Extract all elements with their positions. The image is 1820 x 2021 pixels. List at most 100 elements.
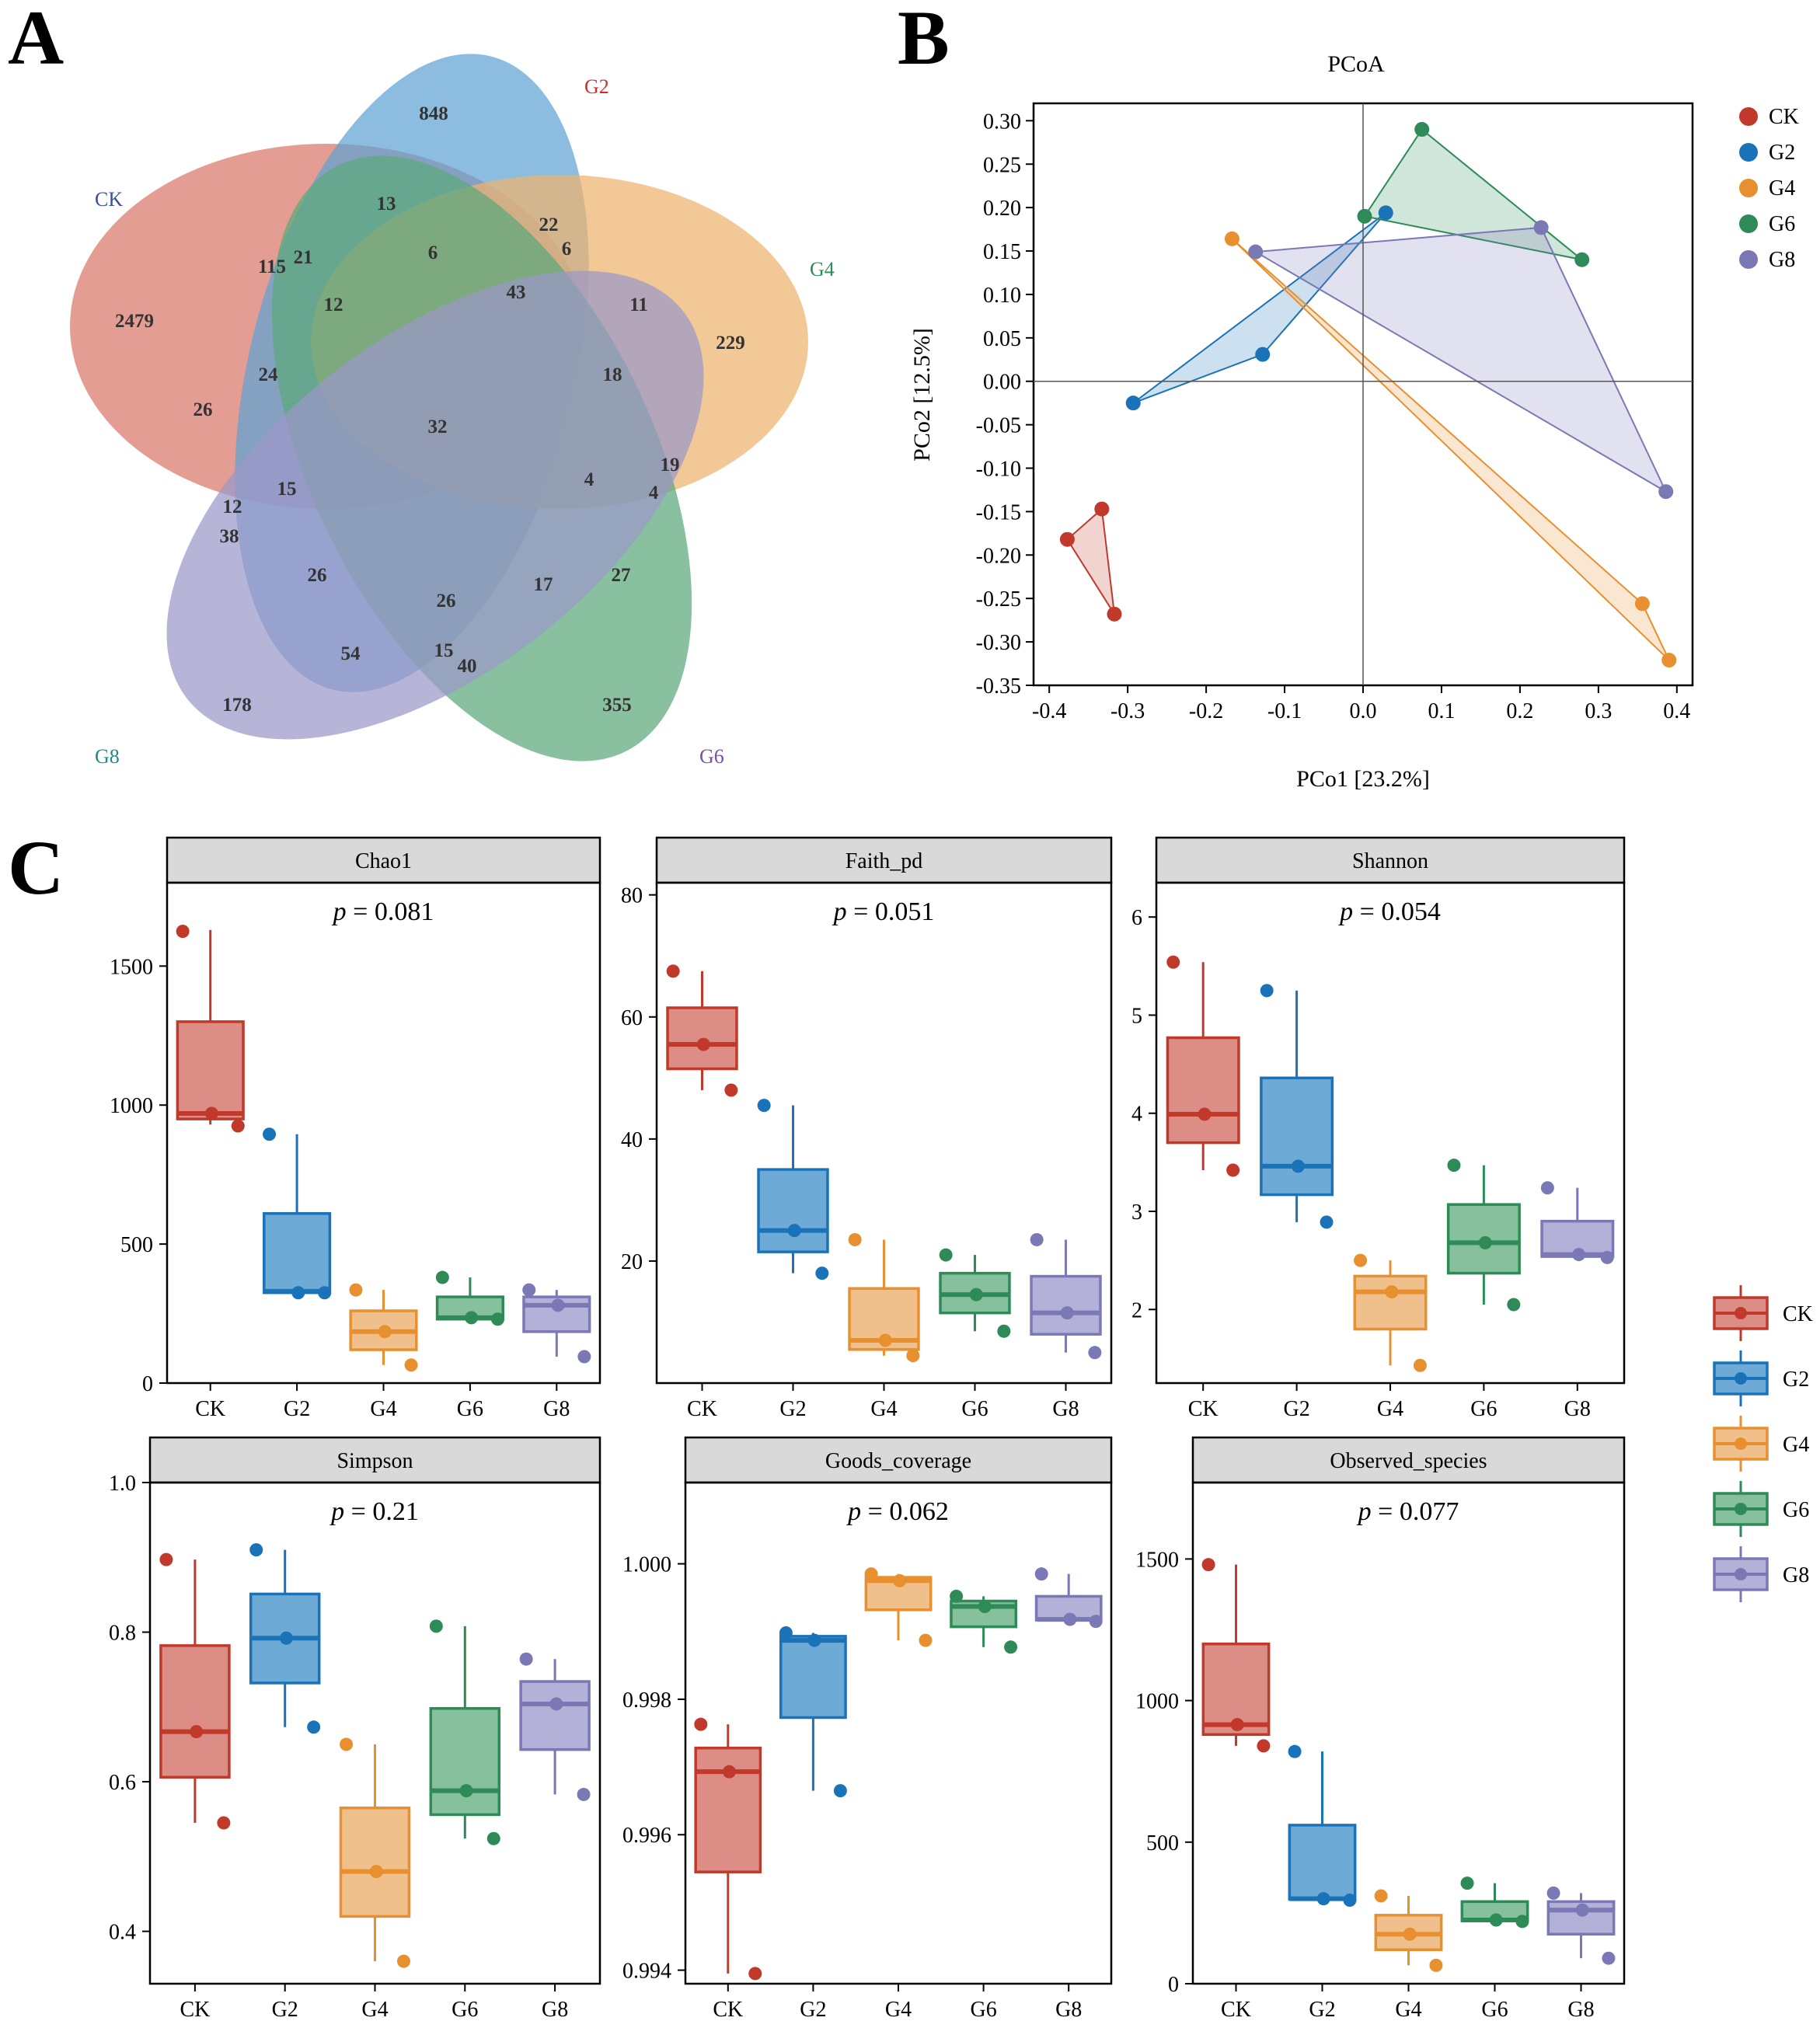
facet-p-value: p = 0.21 xyxy=(329,1497,419,1526)
pcoa-point-ck xyxy=(1107,606,1122,622)
facet-xtick-label: G2 xyxy=(800,1998,826,2021)
legend-key-point-g6 xyxy=(1735,1503,1747,1515)
facet-p-value: p = 0.062 xyxy=(846,1497,949,1526)
box-point xyxy=(1226,1163,1240,1177)
pcoa-ytick-label: 0.25 xyxy=(983,153,1021,177)
facet-frame xyxy=(684,1481,1113,1985)
venn-set-label-ck: CK xyxy=(95,188,123,211)
facet-xtick-label: CK xyxy=(180,1998,210,2021)
facet-p-value: p = 0.081 xyxy=(332,897,434,926)
pcoa-ytick-label: -0.25 xyxy=(976,587,1021,612)
panel-label-b: B xyxy=(898,0,950,81)
venn-count-G2-only: 848 xyxy=(419,103,448,124)
box-point xyxy=(848,1232,862,1246)
pcoa-legend-marker-g4 xyxy=(1739,179,1758,197)
box-point xyxy=(519,1652,533,1666)
facet-simpson: Simpson p = 0.21 0.4 0.6 0.8 1.0 CK G2 G4 G6 G8 xyxy=(109,1436,601,2021)
legend-label-g4: G4 xyxy=(1783,1433,1809,1457)
facet-xtick-label: G6 xyxy=(1481,1998,1508,2021)
facet-xtick-label: CK xyxy=(195,1397,225,1421)
pcoa-hull-g8 xyxy=(1253,226,1668,494)
facet-xtick-label: G6 xyxy=(970,1998,996,2021)
facet-xtick-label: G4 xyxy=(1395,1998,1421,2021)
facet-strip xyxy=(1155,836,1626,884)
box-point xyxy=(864,1567,878,1581)
box-point xyxy=(349,1283,363,1297)
venn-count-G8-only: 178 xyxy=(222,695,252,716)
venn-count-r15a: 15 xyxy=(277,479,297,500)
box-point xyxy=(1460,1876,1474,1890)
facet-xtick-label: G4 xyxy=(885,1998,912,2021)
box-point xyxy=(1034,1567,1048,1581)
box-point xyxy=(369,1865,383,1879)
venn-count-r43: 43 xyxy=(507,282,526,303)
box-point xyxy=(217,1816,231,1830)
box-point xyxy=(1060,1306,1074,1320)
box-point xyxy=(969,1288,983,1301)
box-point xyxy=(1089,1615,1103,1629)
box-point xyxy=(1288,1744,1302,1758)
venn-set-label-g4: G4 xyxy=(810,258,835,281)
venn-set-label-g8: G8 xyxy=(95,745,120,768)
pcoa-hull-g2 xyxy=(1132,212,1387,404)
facet-xtick-label: G6 xyxy=(457,1397,483,1421)
pcoa-ytick-label: 0.30 xyxy=(983,110,1021,134)
box-g4 xyxy=(339,1807,411,1918)
box-g6 xyxy=(429,1706,501,1817)
pcoa-ytick-label: -0.30 xyxy=(976,631,1021,655)
facet-xtick-label: G2 xyxy=(779,1397,806,1421)
venn-count-r24: 24 xyxy=(259,364,279,385)
pcoa-xtick-label: 0.0 xyxy=(1350,699,1377,723)
pcoa-hull-g6 xyxy=(1363,128,1583,261)
facet-xtick-label: G8 xyxy=(542,1998,568,2021)
box-point xyxy=(1230,1718,1244,1732)
venn-count-r15b: 15 xyxy=(434,640,454,661)
box-point xyxy=(1257,1739,1271,1753)
venn-count-r6b: 6 xyxy=(428,242,438,263)
box-point xyxy=(939,1248,953,1262)
box-g2 xyxy=(1288,1824,1357,1901)
box-point xyxy=(779,1626,793,1639)
box-point xyxy=(1201,1558,1215,1572)
box-point xyxy=(522,1283,536,1297)
box-point xyxy=(1030,1232,1044,1246)
box-point xyxy=(1600,1250,1614,1264)
box-point xyxy=(1507,1298,1521,1312)
facet-xtick-label: G6 xyxy=(961,1397,988,1421)
facet-ytick-label: 500 xyxy=(1146,1831,1179,1855)
pcoa-point-g4 xyxy=(1634,596,1650,612)
facet-faith_pd: Faith_pdp = 0.051 20 40 60 80 CK G2 G4 G6 G8 xyxy=(621,836,1113,1421)
facet-xtick-label: G6 xyxy=(1470,1397,1497,1421)
box-point xyxy=(307,1720,321,1734)
venn-set-label-g2: G2 xyxy=(584,75,609,98)
box-point xyxy=(1575,1903,1589,1917)
box-point xyxy=(919,1633,933,1647)
venn-set-label-g6: G6 xyxy=(699,745,724,768)
box-point xyxy=(291,1286,305,1300)
box-point xyxy=(666,964,680,978)
box-point xyxy=(1602,1951,1616,1965)
facet-strip xyxy=(655,836,1113,884)
box-point xyxy=(1004,1640,1018,1654)
panel-label-a: A xyxy=(8,0,64,81)
venn-count-r18: 18 xyxy=(603,364,622,385)
box-point xyxy=(1489,1913,1503,1927)
box-point xyxy=(486,1831,500,1845)
facet-ytick-label: 500 xyxy=(120,1233,153,1257)
facet-strip-label: Simpson xyxy=(336,1449,413,1473)
box-g4 xyxy=(1353,1274,1428,1331)
legend-label-g8: G8 xyxy=(1783,1563,1809,1587)
facet-ytick-label: 20 xyxy=(621,1250,643,1274)
pcoa-legend-label-g6: G6 xyxy=(1769,212,1795,236)
venn-count-r32: 32 xyxy=(428,416,448,437)
box-point xyxy=(404,1358,418,1372)
pcoa-ytick-label: 0.10 xyxy=(983,284,1021,308)
facet-ytick-label: 0.996 xyxy=(622,1824,671,1848)
box-point xyxy=(1088,1346,1102,1360)
facet-xtick-label: G2 xyxy=(1309,1998,1335,2021)
box-point xyxy=(340,1737,354,1751)
box-point xyxy=(748,1967,762,1981)
facet-strip-label: Goods_coverage xyxy=(825,1449,971,1473)
pcoa-hull-g4 xyxy=(1231,238,1670,661)
